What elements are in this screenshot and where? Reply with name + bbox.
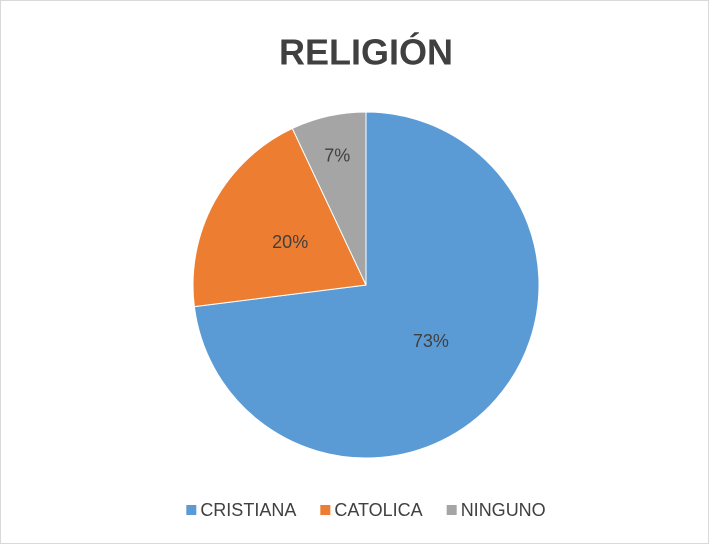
pie-slice — [291, 111, 367, 286]
legend-swatch — [186, 505, 197, 515]
legend-label: CRISTIANA — [200, 500, 296, 520]
data-label: 7% — [324, 145, 350, 165]
legend-swatch — [446, 505, 457, 515]
chart-title: RELIGIÓN — [279, 31, 453, 73]
pie-slice — [192, 127, 367, 308]
legend-label: CATOLICA — [334, 500, 422, 520]
legend-swatch — [320, 505, 331, 515]
data-label: 73% — [413, 331, 449, 351]
pie-slice — [193, 111, 540, 459]
legend-label: NINGUNO — [461, 500, 546, 520]
data-label: 20% — [272, 232, 308, 252]
